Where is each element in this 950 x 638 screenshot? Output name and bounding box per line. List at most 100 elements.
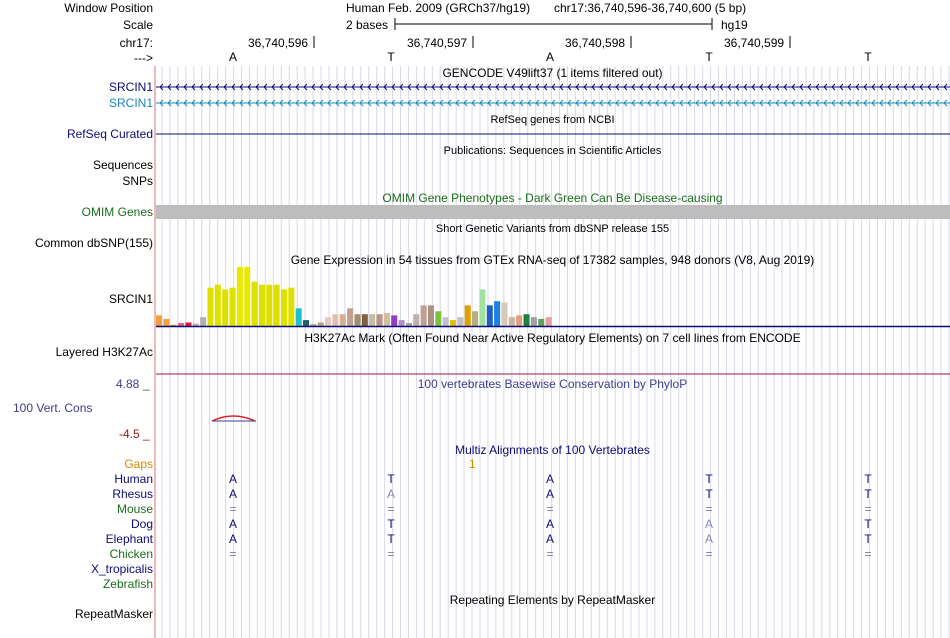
gtex-bar <box>332 314 339 326</box>
gtex-bar <box>479 289 486 326</box>
gtex-bar <box>347 308 354 326</box>
gtex-bar <box>369 314 376 326</box>
dbsnp-label[interactable]: Common dbSNP(155) <box>34 236 153 250</box>
gtex-bar <box>273 284 280 326</box>
gtex-bar <box>508 317 515 326</box>
gtex-bar <box>185 322 192 326</box>
gtex-bar <box>280 289 287 326</box>
species-base: A <box>704 532 713 546</box>
gtex-bar <box>251 281 258 326</box>
gtex-bar <box>258 284 265 326</box>
phylop-min: -4.5 _ <box>119 427 150 441</box>
ref-base: T <box>387 50 395 64</box>
dbsnp-title: Short Genetic Variants from dbSNP releas… <box>435 223 670 235</box>
species-base: A <box>228 517 237 531</box>
db-text: hg19 <box>721 18 748 32</box>
coord-tick: 36,740,599 <box>724 36 785 50</box>
multiz-title: Multiz Alignments of 100 Vertebrates <box>455 443 650 457</box>
gtex-bar <box>207 287 214 326</box>
species-label[interactable]: Zebrafish <box>102 577 153 591</box>
gtex-bar <box>464 305 471 326</box>
snps-label[interactable]: SNPs <box>122 174 153 188</box>
gtex-bar <box>317 322 324 326</box>
species-base: T <box>864 532 872 546</box>
gtex-bar <box>200 317 207 326</box>
gtex-bar <box>391 315 398 326</box>
gtex-bar <box>310 324 317 326</box>
gtex-bar <box>516 315 523 326</box>
position-text: chr17:36,740,596-36,740,600 (5 bp) <box>554 1 747 15</box>
species-label[interactable]: Human <box>114 472 153 486</box>
gtex-bar <box>156 315 163 326</box>
ref-base: T <box>705 50 713 64</box>
gtex-bar <box>383 313 390 326</box>
gtex-bar <box>376 314 383 326</box>
species-base: A <box>386 487 395 501</box>
species-label[interactable]: Rhesus <box>112 487 153 501</box>
gtex-bar <box>236 267 243 326</box>
refseq-label[interactable]: RefSeq Curated <box>66 127 153 141</box>
species-base: T <box>864 517 872 531</box>
refseq-title: RefSeq genes from NCBI <box>490 114 615 126</box>
species-base: A <box>545 517 554 531</box>
species-base: A <box>545 532 554 546</box>
omim-feature-bar <box>156 205 950 219</box>
coord-tick: 36,740,598 <box>565 36 626 50</box>
ref-base: A <box>228 50 237 64</box>
species-base: = <box>705 502 713 516</box>
species-label[interactable]: X_tropicalis <box>90 562 153 576</box>
gtex-bar <box>457 317 464 326</box>
strand-arrows <box>159 99 948 107</box>
gtex-bar <box>523 314 530 326</box>
omim-title: OMIM Gene Phenotypes - Dark Green Can Be… <box>382 191 723 205</box>
species-base: A <box>228 472 237 486</box>
gtex-bar <box>214 284 221 326</box>
gtex-bar <box>494 301 501 326</box>
species-label[interactable]: Mouse <box>116 502 153 516</box>
scale-text: 2 bases <box>346 18 389 32</box>
omim-label[interactable]: OMIM Genes <box>81 205 153 219</box>
strand-label: ---> <box>134 51 153 65</box>
gtex-bar <box>192 323 199 326</box>
species-base: A <box>545 487 554 501</box>
gtex-bar <box>339 314 346 326</box>
gtex-bar <box>229 287 236 326</box>
gtex-title: Gene Expression in 54 tissues from GTEx … <box>290 253 815 267</box>
gtex-bar <box>442 317 449 326</box>
repeatmasker-label[interactable]: RepeatMasker <box>74 607 153 621</box>
species-base: T <box>387 532 395 546</box>
species-base: = <box>864 502 872 516</box>
species-base: = <box>229 502 237 516</box>
chrom-label: chr17: <box>119 36 153 50</box>
species-label[interactable]: Chicken <box>109 547 153 561</box>
gtex-bar <box>222 289 229 326</box>
species-base: T <box>387 472 395 486</box>
h3k27ac-label[interactable]: Layered H3K27Ac <box>55 345 153 359</box>
gtex-bar <box>405 323 412 326</box>
species-base: = <box>864 547 872 561</box>
gencode-item-label[interactable]: SRCIN1 <box>108 80 153 94</box>
gtex-gene-label[interactable]: SRCIN1 <box>108 292 153 306</box>
publications-label[interactable]: Sequences <box>92 158 153 172</box>
phylop-label[interactable]: 100 Vert. Cons <box>13 401 93 415</box>
species-base: = <box>387 502 395 516</box>
species-base: A <box>704 517 713 531</box>
publications-title: Publications: Sequences in Scientific Ar… <box>443 145 662 157</box>
species-base: A <box>228 532 237 546</box>
gtex-bar <box>420 305 427 326</box>
scale-label: Scale <box>122 18 153 32</box>
species-base: = <box>387 547 395 561</box>
gencode-item-label[interactable]: SRCIN1 <box>108 96 153 110</box>
species-label[interactable]: Elephant <box>105 532 153 546</box>
strand-arrows <box>159 83 948 91</box>
gtex-bar <box>288 287 295 326</box>
gtex-bar <box>178 323 185 326</box>
species-label[interactable]: Dog <box>130 517 153 531</box>
gtex-bar <box>545 317 552 326</box>
phylop-peak <box>211 415 256 422</box>
assembly-title: Human Feb. 2009 (GRCh37/hg19) <box>346 1 531 15</box>
gtex-bar <box>538 318 545 326</box>
phylop-max: 4.88 _ <box>116 377 150 391</box>
species-base: T <box>705 487 713 501</box>
species-base: A <box>228 487 237 501</box>
